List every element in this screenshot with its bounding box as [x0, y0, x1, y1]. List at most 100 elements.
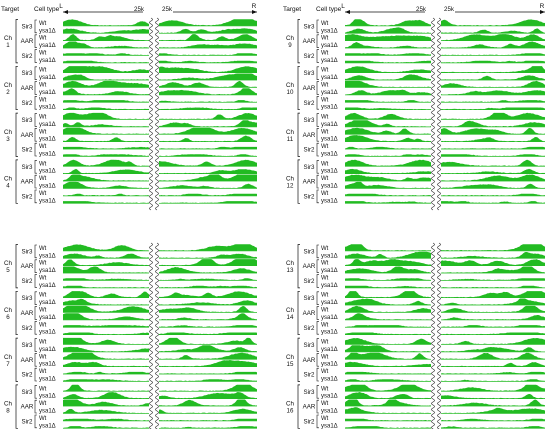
break-gap — [431, 243, 441, 429]
signal-profile — [63, 80, 149, 88]
signal-track — [345, 135, 545, 142]
signal-track — [63, 360, 257, 368]
cell-type-label: Wt — [321, 340, 329, 346]
cell-type-label: ysa1Δ — [321, 28, 338, 34]
signal-profile — [441, 426, 545, 429]
signal-track — [63, 285, 257, 289]
signal-profile — [441, 352, 545, 360]
signal-track — [345, 384, 545, 392]
signal-profile — [441, 362, 545, 367]
cell-type-label: Wt — [321, 97, 329, 103]
left-arrowhead-icon — [63, 10, 68, 14]
signal-profile — [159, 73, 257, 81]
cell-type-label: ysa1Δ — [321, 90, 338, 96]
signal-track — [63, 337, 257, 345]
signal-track — [63, 146, 257, 150]
chromosome-number-label: 12 — [287, 183, 294, 190]
signal-track — [63, 174, 257, 182]
signal-profile — [63, 298, 149, 306]
cell-type-label: ysa1Δ — [39, 152, 56, 158]
cell-type-label: ysa1Δ — [321, 362, 338, 368]
chromosome-prefix-label: Ch — [4, 35, 12, 42]
signal-track — [345, 19, 545, 27]
signal-track — [345, 285, 545, 289]
signal-profile — [345, 27, 431, 34]
cell-type-label: Wt — [321, 416, 329, 422]
chromosome-bracket — [15, 244, 18, 289]
target-label: AAR — [21, 263, 34, 270]
target-label: AAR — [21, 85, 34, 92]
signal-profile — [159, 244, 257, 251]
cell-type-label: Wt — [39, 83, 47, 89]
signal-profile — [441, 285, 545, 288]
target-bracket — [34, 338, 37, 352]
cell-type-label: ysa1Δ — [39, 300, 56, 306]
target-bracket — [34, 142, 37, 157]
target-label: Sir2 — [303, 53, 315, 60]
target-bracket — [316, 338, 319, 352]
signal-profile — [159, 300, 257, 306]
cell-type-label: Wt — [321, 369, 329, 375]
cell-type-label: ysa1Δ — [39, 347, 56, 353]
target-label: Sir2 — [303, 278, 315, 285]
signal-track — [63, 418, 257, 422]
chromosome-number-label: 4 — [6, 183, 10, 190]
chromosome-number-label: 5 — [6, 267, 10, 274]
signal-profile — [441, 193, 545, 196]
chromosome-bracket — [297, 65, 300, 111]
signal-profile — [63, 418, 149, 421]
signal-track — [63, 278, 257, 281]
signal-track — [345, 80, 545, 88]
signal-profile — [159, 332, 257, 335]
cell-type-label: Wt — [39, 354, 47, 360]
target-label: Sir2 — [21, 418, 33, 425]
signal-profile — [159, 345, 257, 352]
signal-profile — [345, 181, 431, 189]
signal-profile — [441, 154, 545, 157]
cell-type-label: Wt — [321, 83, 329, 89]
signal-profile — [159, 193, 257, 196]
signal-profile — [63, 53, 149, 56]
target-label: Sir2 — [303, 147, 315, 154]
chromosome-prefix-label: Ch — [4, 401, 12, 408]
target-bracket — [316, 321, 319, 335]
cell-type-label: ysa1Δ — [39, 377, 56, 383]
cell-type-label: ysa1Δ — [321, 409, 338, 415]
cell-type-label: Wt — [321, 401, 329, 407]
signal-profile — [441, 120, 545, 127]
signal-profile — [345, 174, 431, 182]
signal-profile — [63, 146, 149, 150]
signal-profile — [345, 305, 431, 313]
signal-profile — [159, 267, 257, 274]
break-line-left — [431, 17, 435, 211]
cell-type-label: Wt — [321, 293, 329, 299]
signal-track — [345, 34, 545, 42]
target-label: AAR — [21, 132, 34, 139]
right-arrowhead-icon — [540, 10, 545, 14]
cell-type-label: ysa1Δ — [39, 75, 56, 81]
chromosome-bracket — [15, 65, 18, 111]
cell-type-label: Wt — [39, 68, 47, 74]
left-arrowhead-icon — [345, 10, 350, 14]
signal-track — [63, 193, 257, 197]
target-bracket — [316, 113, 319, 127]
signal-profile — [159, 285, 257, 288]
signal-profile — [159, 360, 257, 367]
signal-profile — [159, 384, 257, 392]
signal-track — [63, 53, 257, 56]
target-bracket — [34, 66, 37, 80]
signal-track — [63, 41, 257, 49]
signal-track — [63, 298, 257, 306]
cell-type-label: Wt — [39, 386, 47, 392]
chromosome-number-label: 2 — [6, 89, 10, 96]
cell-type-label: ysa1Δ — [321, 169, 338, 175]
signal-profile — [345, 298, 431, 306]
signal-profile — [159, 392, 257, 399]
cell-type-label: ysa1Δ — [321, 347, 338, 353]
signal-profile — [441, 407, 545, 414]
signal-profile — [345, 407, 431, 414]
cell-type-label: Wt — [39, 191, 47, 197]
